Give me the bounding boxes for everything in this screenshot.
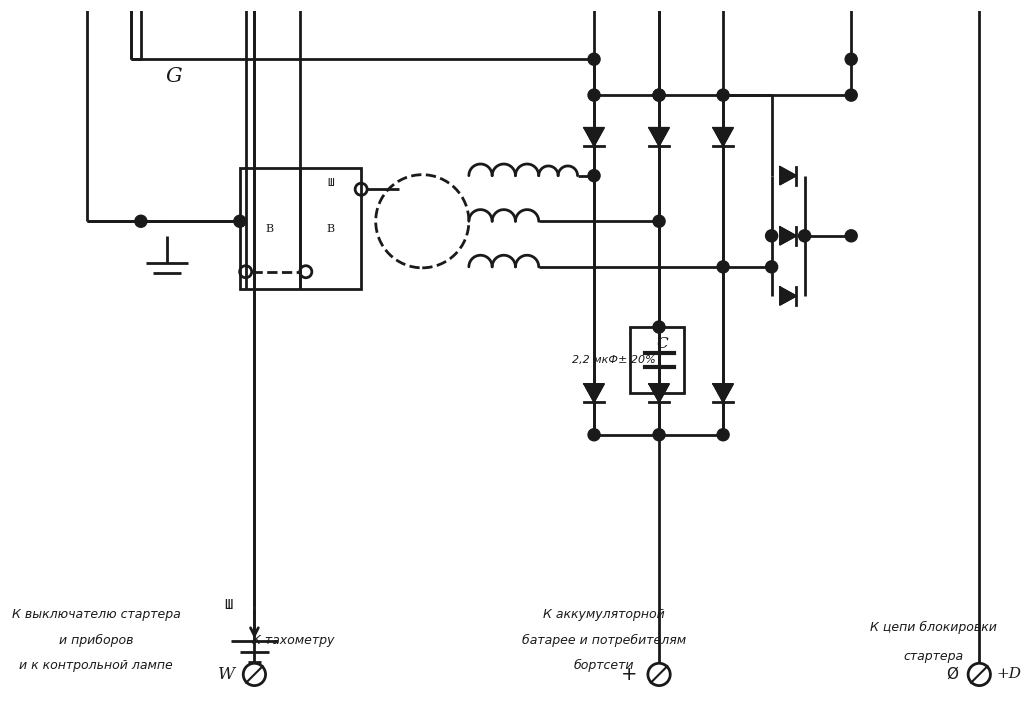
Text: и к контрольной лампе: и к контрольной лампе bbox=[19, 659, 173, 672]
Circle shape bbox=[588, 53, 600, 65]
Text: 2,2 мкФ± 20%: 2,2 мкФ± 20% bbox=[571, 355, 655, 365]
Text: В: В bbox=[266, 224, 274, 233]
Circle shape bbox=[766, 230, 777, 242]
Polygon shape bbox=[649, 384, 670, 402]
Circle shape bbox=[766, 261, 777, 273]
Circle shape bbox=[653, 429, 665, 440]
Circle shape bbox=[717, 429, 729, 440]
Circle shape bbox=[233, 215, 246, 227]
Text: C: C bbox=[656, 336, 669, 351]
Text: Ш: Ш bbox=[224, 598, 233, 612]
Text: Ш: Ш bbox=[328, 178, 334, 188]
Text: К тахометру: К тахометру bbox=[252, 634, 335, 647]
Text: G: G bbox=[165, 67, 182, 86]
Circle shape bbox=[845, 89, 857, 101]
Circle shape bbox=[653, 215, 665, 227]
Text: +: + bbox=[622, 665, 638, 684]
Polygon shape bbox=[649, 128, 670, 146]
Circle shape bbox=[717, 89, 729, 101]
Circle shape bbox=[135, 215, 146, 227]
Polygon shape bbox=[780, 287, 797, 305]
Text: К цепи блокировки: К цепи блокировки bbox=[870, 621, 997, 634]
Polygon shape bbox=[584, 128, 604, 146]
Circle shape bbox=[653, 321, 665, 333]
Text: W: W bbox=[218, 666, 234, 683]
Circle shape bbox=[653, 89, 665, 101]
Text: К аккумуляторной: К аккумуляторной bbox=[543, 608, 665, 621]
Text: бортсети: бортсети bbox=[573, 659, 634, 672]
Circle shape bbox=[845, 53, 857, 65]
Text: К выключателю стартера: К выключателю стартера bbox=[12, 608, 180, 621]
Polygon shape bbox=[780, 227, 797, 245]
Text: Ø: Ø bbox=[946, 667, 957, 682]
Text: батарее и потребителям: батарее и потребителям bbox=[521, 634, 686, 647]
Circle shape bbox=[799, 230, 811, 242]
Polygon shape bbox=[780, 167, 797, 185]
Text: и приборов: и приборов bbox=[59, 634, 133, 647]
Circle shape bbox=[588, 429, 600, 440]
Bar bbox=[240, 168, 361, 290]
Bar bbox=[630, 327, 684, 393]
Text: стартера: стартера bbox=[903, 650, 964, 663]
Polygon shape bbox=[713, 384, 733, 402]
Polygon shape bbox=[713, 128, 733, 146]
Circle shape bbox=[588, 170, 600, 182]
Text: +D: +D bbox=[996, 667, 1022, 682]
Polygon shape bbox=[584, 384, 604, 402]
Circle shape bbox=[653, 89, 665, 101]
Circle shape bbox=[717, 261, 729, 273]
Circle shape bbox=[588, 89, 600, 101]
Circle shape bbox=[845, 230, 857, 242]
Text: В: В bbox=[327, 224, 335, 233]
